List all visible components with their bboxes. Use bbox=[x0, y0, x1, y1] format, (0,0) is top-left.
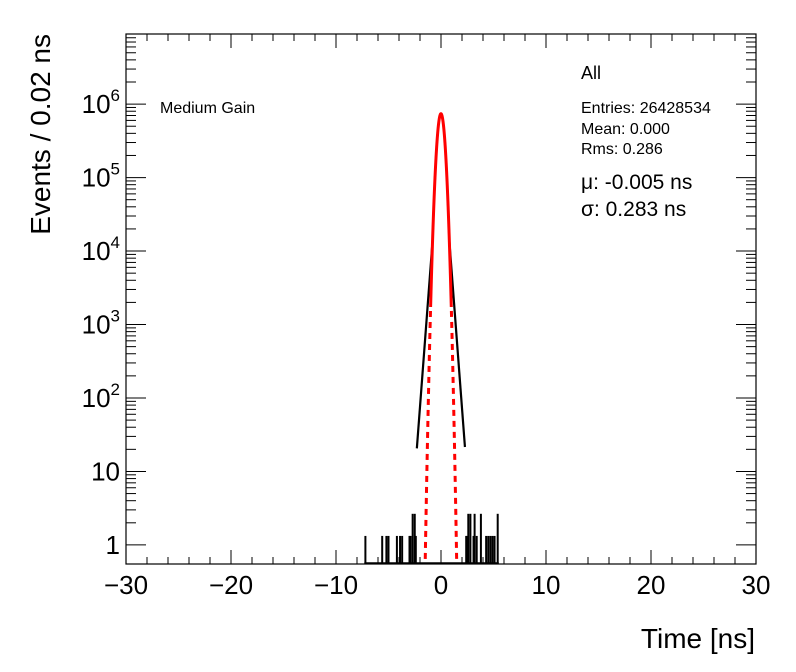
fit-mu: μ: -0.005 ns bbox=[581, 171, 692, 194]
y-tick-label: 105 bbox=[82, 160, 120, 193]
histogram bbox=[364, 112, 499, 564]
gaussian-fit bbox=[423, 112, 459, 559]
x-tick-label: 30 bbox=[742, 570, 771, 600]
x-tick-label: −30 bbox=[104, 570, 148, 600]
gain-label: Medium Gain bbox=[160, 100, 255, 117]
histogram-peak bbox=[415, 112, 467, 449]
stats-entries: Entries: 26428534 bbox=[581, 100, 711, 117]
x-tick-label: 0 bbox=[434, 570, 448, 600]
y-tick-label: 103 bbox=[82, 307, 120, 340]
x-tick-label: −20 bbox=[209, 570, 253, 600]
stats-title: All bbox=[581, 63, 601, 83]
x-tick-label: 10 bbox=[532, 570, 561, 600]
fit-curve-tail-left bbox=[423, 310, 432, 559]
stats-rms: Rms: 0.286 bbox=[581, 141, 663, 158]
stats-mean: Mean: 0.000 bbox=[581, 121, 670, 138]
fit-curve-core bbox=[429, 112, 453, 308]
x-axis-title: Time [ns] bbox=[641, 623, 755, 654]
y-tick-label: 104 bbox=[82, 233, 120, 266]
y-tick-label: 106 bbox=[82, 86, 120, 119]
plot-frame bbox=[125, 33, 757, 565]
y-axis-title: Events / 0.02 ns bbox=[25, 34, 56, 235]
y-tick-label: 1 bbox=[106, 530, 120, 560]
x-tick-label: −10 bbox=[314, 570, 358, 600]
x-tick-labels: −30 −20 −10 0 10 20 30 bbox=[104, 570, 771, 600]
y-tick-label: 102 bbox=[82, 380, 120, 413]
fit-curve-tail-right bbox=[449, 310, 459, 559]
x-tick-label: 20 bbox=[637, 570, 666, 600]
y-tick-labels: 1 10 102 103 104 105 106 bbox=[82, 86, 120, 560]
tick-marks bbox=[125, 33, 757, 564]
fit-sigma: σ: 0.283 ns bbox=[581, 198, 686, 221]
y-tick-label: 10 bbox=[91, 456, 120, 486]
